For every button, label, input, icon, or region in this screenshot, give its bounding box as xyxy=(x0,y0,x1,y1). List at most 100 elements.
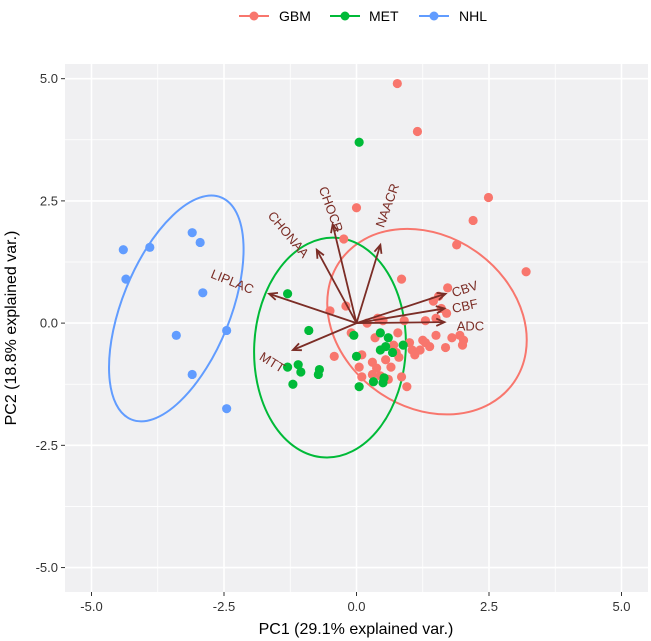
y-tick-label: 5.0 xyxy=(40,71,58,86)
point-gbm xyxy=(431,330,441,340)
y-tick-label: 2.5 xyxy=(40,193,58,208)
loading-arrow-head xyxy=(435,317,447,327)
point-gbm xyxy=(396,372,407,382)
loading-arrow-shaft xyxy=(355,244,382,324)
point-met xyxy=(304,325,314,336)
x-axis: -5.0 -2.5 0.0 2.5 5.0 xyxy=(80,592,631,614)
data-points xyxy=(118,78,531,414)
point-gbm xyxy=(431,313,441,323)
x-tick-label: 5.0 xyxy=(612,599,630,614)
point-gbm xyxy=(402,382,412,392)
x-axis-title: PC1 (29.1% explained var.) xyxy=(259,621,454,638)
point-gbm xyxy=(443,283,453,293)
point-met xyxy=(313,369,323,380)
y-axis: -5.0 -2.5 0.0 2.5 5.0 xyxy=(36,71,65,575)
point-gbm xyxy=(425,341,435,352)
legend: GBM MET NHL xyxy=(239,8,487,24)
point-gbm xyxy=(521,267,531,277)
loading-arrow-head xyxy=(266,292,279,301)
point-met xyxy=(375,345,385,355)
point-gbm xyxy=(447,333,457,343)
loading-arrow-mtt xyxy=(290,322,357,352)
loading-label-adc: ADC xyxy=(457,318,484,333)
point-nhl xyxy=(118,245,128,255)
point-met xyxy=(398,340,408,350)
y-tick-label: 0.0 xyxy=(40,316,58,331)
loading-arrow-cbv xyxy=(356,291,448,324)
legend-key-dot-met xyxy=(340,11,350,21)
point-met xyxy=(378,378,388,388)
point-gbm xyxy=(396,274,407,284)
point-gbm xyxy=(357,372,367,382)
point-nhl xyxy=(171,330,181,340)
point-met xyxy=(383,333,393,343)
legend-item-met: MET xyxy=(330,8,399,24)
loading-arrow-head xyxy=(290,342,302,352)
point-met xyxy=(354,137,364,147)
point-gbm xyxy=(389,340,399,350)
point-gbm xyxy=(452,240,462,250)
point-gbm xyxy=(420,316,430,326)
loading-arrow-head xyxy=(373,242,383,254)
point-nhl xyxy=(187,369,197,380)
y-axis-title: PC2 (18.8% explained var.) xyxy=(3,231,20,426)
point-gbm xyxy=(440,342,451,353)
point-gbm xyxy=(354,362,364,372)
point-met xyxy=(351,351,362,361)
y-tick-label: -2.5 xyxy=(36,438,58,453)
point-nhl xyxy=(195,237,205,248)
loading-arrow-chonaa xyxy=(315,247,358,324)
point-met xyxy=(288,379,298,389)
point-met xyxy=(387,347,398,358)
x-tick-label: -2.5 xyxy=(213,599,235,614)
ellipse-gbm xyxy=(326,227,528,416)
legend-key-dot-gbm xyxy=(249,11,259,21)
point-gbm xyxy=(339,234,349,244)
loading-arrow-shaft xyxy=(331,224,358,324)
legend-item-gbm: GBM xyxy=(239,8,311,24)
point-met xyxy=(293,360,303,370)
legend-key-dot-nhl xyxy=(429,11,439,21)
point-nhl xyxy=(198,288,208,298)
point-gbm xyxy=(458,335,469,345)
point-gbm xyxy=(393,328,403,338)
x-tick-label: 2.5 xyxy=(480,599,498,614)
loading-arrow-naacr xyxy=(355,242,383,324)
legend-label-nhl: NHL xyxy=(459,8,487,24)
point-gbm xyxy=(399,316,409,326)
point-gbm xyxy=(392,78,402,89)
point-gbm xyxy=(351,203,362,213)
point-met xyxy=(375,328,385,338)
y-tick-label: -5.0 xyxy=(36,560,58,575)
x-tick-label: 0.0 xyxy=(347,599,365,614)
point-gbm xyxy=(442,308,452,318)
point-nhl xyxy=(222,325,232,336)
point-gbm xyxy=(412,126,423,137)
point-gbm xyxy=(329,351,339,361)
loading-arrow-head xyxy=(330,222,339,234)
point-gbm xyxy=(415,345,425,355)
loading-arrow-adc xyxy=(356,317,447,327)
loading-arrow-shaft xyxy=(356,307,445,324)
point-met xyxy=(354,382,364,392)
loading-arrow-head xyxy=(436,291,448,301)
loading-arrow-shaft xyxy=(315,249,358,324)
point-gbm xyxy=(483,192,494,203)
loading-label-cbf: CBF xyxy=(451,296,480,316)
point-nhl xyxy=(187,228,197,238)
point-gbm xyxy=(468,215,478,226)
legend-label-gbm: GBM xyxy=(279,8,311,24)
legend-label-met: MET xyxy=(369,8,399,24)
point-met xyxy=(283,289,293,299)
loading-arrow-head xyxy=(315,247,325,259)
loading-arrow-chocr xyxy=(330,222,358,324)
point-gbm xyxy=(381,355,391,365)
x-tick-label: -5.0 xyxy=(80,599,102,614)
point-gbm xyxy=(386,362,396,372)
point-met xyxy=(368,377,379,387)
point-nhl xyxy=(222,404,232,414)
loading-arrow-shaft xyxy=(356,292,446,324)
point-met xyxy=(296,367,306,377)
legend-item-nhl: NHL xyxy=(419,8,487,24)
point-nhl xyxy=(145,242,155,252)
